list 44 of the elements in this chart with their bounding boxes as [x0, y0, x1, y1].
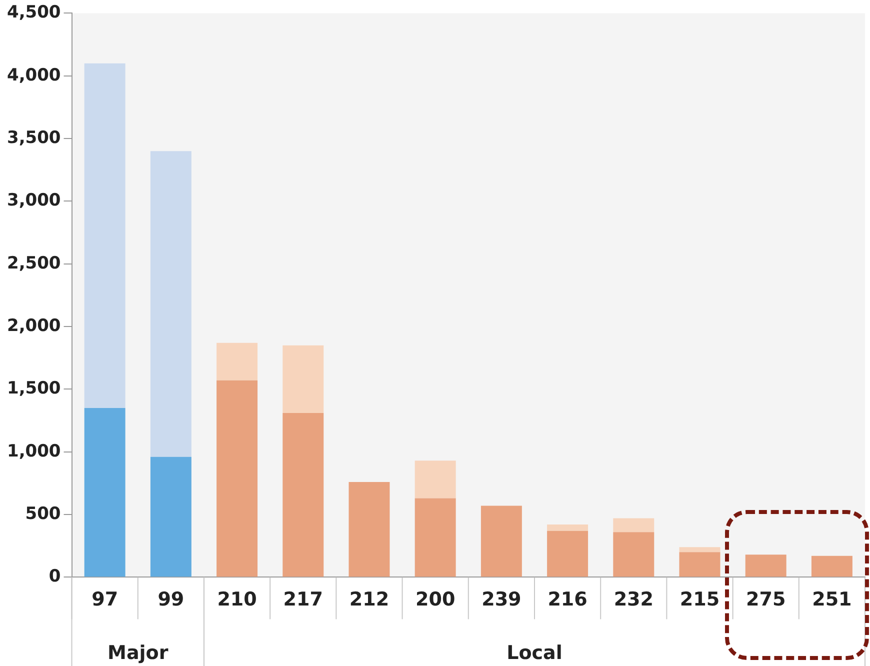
bar [480, 506, 522, 577]
x-tick-label: 97 [92, 588, 118, 611]
y-tick-label: 4,500 [6, 2, 61, 23]
bar [547, 530, 588, 577]
bar [679, 552, 720, 577]
bar [613, 532, 654, 577]
bar [679, 547, 720, 552]
bar [811, 556, 852, 577]
bar [150, 456, 192, 577]
bar [282, 345, 324, 414]
bar [282, 413, 324, 577]
x-tick-label: 275 [746, 588, 786, 611]
text: Major [108, 642, 169, 664]
y-tick-label: 2,500 [6, 253, 61, 274]
bar [150, 151, 192, 457]
bar [745, 554, 786, 577]
x-tick-label: 216 [548, 588, 588, 611]
bar [84, 63, 126, 408]
y-tick-label: 1,000 [6, 441, 61, 462]
bar [414, 498, 456, 577]
bar [216, 380, 258, 577]
x-tick-label: 99 [158, 588, 184, 611]
x-tick-label: 212 [349, 588, 390, 611]
x-tick-label: 200 [416, 588, 456, 611]
x-tick-label: 217 [283, 588, 323, 611]
y-tick-label: 1,500 [6, 378, 61, 399]
bar [414, 460, 456, 498]
y-tick-label: 3,500 [6, 128, 61, 148]
bar [348, 482, 390, 577]
x-tick-label: 239 [482, 588, 522, 611]
bar [613, 518, 654, 532]
text: Local [506, 642, 562, 664]
x-tick-label: 215 [680, 588, 720, 611]
bar [84, 408, 126, 577]
bar [216, 342, 258, 380]
x-tick-label: 251 [812, 588, 852, 611]
y-tick-label: 0 [48, 566, 61, 587]
bar [547, 524, 588, 531]
y-tick-label: 3,000 [6, 190, 61, 211]
y-tick-label: 4,000 [6, 65, 61, 86]
x-tick-label: 232 [614, 588, 654, 611]
x-tick-label: 210 [217, 588, 257, 611]
y-tick-label: 2,000 [6, 316, 61, 336]
y-tick-label: 500 [25, 504, 61, 524]
